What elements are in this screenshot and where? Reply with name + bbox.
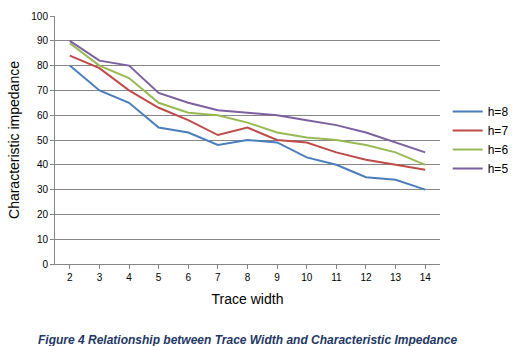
svg-text:0: 0 <box>42 259 48 270</box>
svg-text:Figure 4 Relationship between: Figure 4 Relationship between Trace Widt… <box>38 333 457 346</box>
svg-text:20: 20 <box>37 209 49 220</box>
svg-text:14: 14 <box>420 272 432 283</box>
svg-text:3: 3 <box>97 272 103 283</box>
svg-text:6: 6 <box>185 272 191 283</box>
svg-text:7: 7 <box>215 272 221 283</box>
svg-text:90: 90 <box>37 35 49 46</box>
svg-text:Trace width: Trace width <box>212 291 284 307</box>
svg-text:8: 8 <box>245 272 251 283</box>
svg-text:10: 10 <box>37 234 49 245</box>
svg-text:5: 5 <box>156 272 162 283</box>
svg-text:2: 2 <box>67 272 73 283</box>
svg-text:h=6: h=6 <box>488 143 509 157</box>
svg-text:11: 11 <box>331 272 342 283</box>
svg-text:h=5: h=5 <box>488 162 509 176</box>
svg-text:30: 30 <box>37 184 49 195</box>
svg-text:h=8: h=8 <box>488 105 509 119</box>
svg-text:4: 4 <box>126 272 132 283</box>
svg-text:12: 12 <box>360 272 372 283</box>
svg-text:40: 40 <box>37 159 49 170</box>
svg-text:50: 50 <box>37 135 49 146</box>
svg-text:h=7: h=7 <box>488 124 509 138</box>
svg-text:80: 80 <box>37 60 49 71</box>
svg-text:9: 9 <box>274 272 280 283</box>
svg-text:Characteristic impedance: Characteristic impedance <box>6 61 22 219</box>
svg-text:10: 10 <box>301 272 313 283</box>
svg-text:100: 100 <box>31 11 48 22</box>
svg-text:70: 70 <box>37 85 49 96</box>
svg-text:60: 60 <box>37 110 49 121</box>
svg-text:13: 13 <box>390 272 402 283</box>
